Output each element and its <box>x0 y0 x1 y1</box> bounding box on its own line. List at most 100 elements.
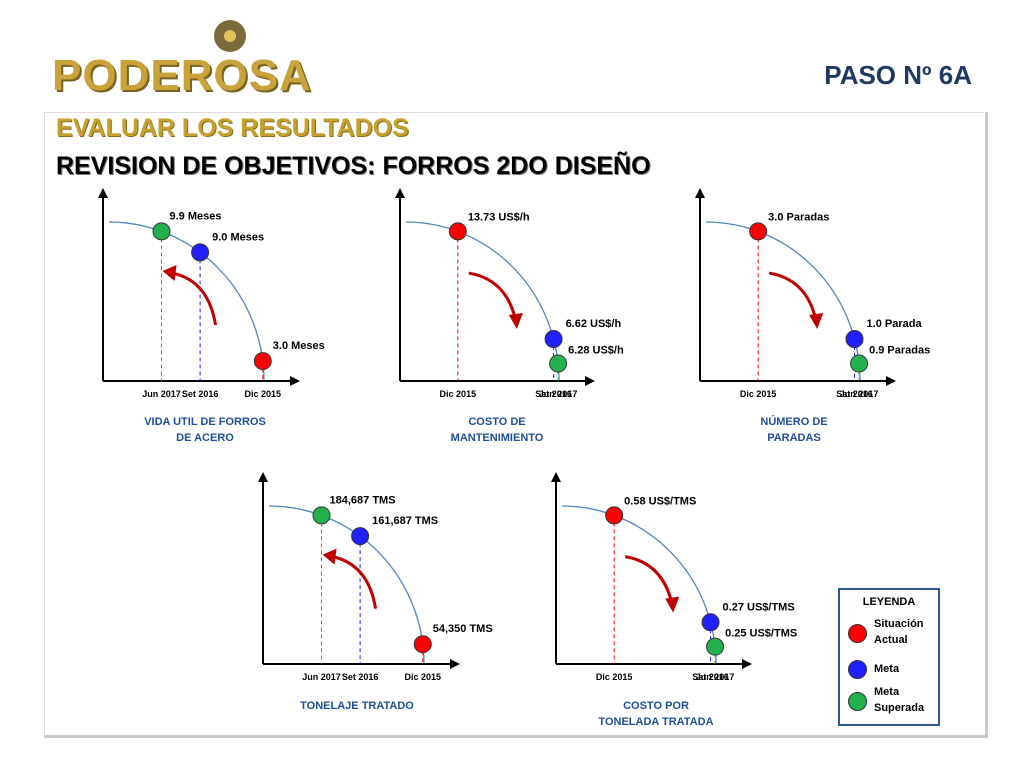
y-axis-arrow-icon <box>695 188 705 198</box>
data-point-superada <box>312 506 331 525</box>
x-tick-label: Dic 2015 <box>596 672 633 682</box>
x-axis-arrow-icon <box>886 376 896 386</box>
legend-item-meta: Meta <box>846 652 936 686</box>
x-tick-label: Set 2016 <box>692 672 729 682</box>
x-tick-label: Jun 2017 <box>539 389 578 399</box>
x-tick-label: Dic 2015 <box>405 672 442 682</box>
legend: LEYENDA Situación Actual Meta Meta Super… <box>838 588 940 726</box>
value-label: 184,687 TMS <box>330 494 396 506</box>
value-label: 6.28 US$/h <box>568 345 624 357</box>
data-point-meta <box>845 330 864 349</box>
trend-curve <box>705 221 861 382</box>
chart-title: COSTO POR <box>623 700 689 712</box>
chart-title: COSTO DE <box>468 416 525 428</box>
data-point-meta <box>701 613 720 632</box>
data-point-actual <box>253 352 272 371</box>
value-label: 0.9 Paradas <box>869 345 930 357</box>
data-point-meta <box>544 330 563 349</box>
value-label: 6.62 US$/h <box>566 318 622 330</box>
legend-title: LEYENDA <box>862 596 916 608</box>
x-tick-label: Dic 2015 <box>245 389 282 399</box>
y-axis-arrow-icon <box>395 188 405 198</box>
logo-emblem-icon <box>214 20 246 52</box>
poderosa-logo: PODEROSA <box>52 20 322 100</box>
chart-2: 13.73 US$/h Dic 2015 6.62 US$/h Set 2016 6.2… <box>395 188 624 444</box>
trend-curve <box>108 221 265 382</box>
chart-title: VIDA UTIL DE FORROS <box>144 416 266 428</box>
chart-1: 9.9 Meses Jun 2017 9.0 Meses Set 2016 3.0 Me… <box>98 188 325 444</box>
data-point-meta <box>351 527 370 546</box>
step-label: PASO Nº 6A <box>824 60 972 90</box>
x-tick-label: Set 2016 <box>836 389 873 399</box>
data-point-superada <box>152 222 171 241</box>
trend-curve <box>561 505 717 665</box>
data-point-actual <box>448 222 467 241</box>
legend-label-superada: Meta Superada <box>874 686 925 714</box>
x-tick-label: Dic 2015 <box>440 389 477 399</box>
trend-arrow <box>768 271 817 318</box>
y-axis-arrow-icon <box>258 472 268 482</box>
chart-title-line-2: TONELADA TRATADA <box>598 716 713 728</box>
value-label: 161,687 TMS <box>372 515 438 527</box>
value-label: 3.0 Meses <box>273 340 325 352</box>
trend-curve <box>405 221 560 382</box>
logo-text: PODEROSA <box>52 51 312 100</box>
chart-title-line-2: MANTENIMIENTO <box>451 432 544 444</box>
content-panel <box>44 112 988 738</box>
legend-dot-meta <box>848 660 867 679</box>
page-subtitle: REVISION DE OBJETIVOS: FORROS 2DO DISEÑO <box>56 152 651 180</box>
trend-arrow-head-icon <box>508 313 523 330</box>
x-tick-label: Set 2016 <box>342 672 379 682</box>
x-tick-label: Dic 2015 <box>740 389 777 399</box>
x-axis-arrow-icon <box>585 376 595 386</box>
data-point-meta <box>191 243 210 262</box>
x-axis-arrow-icon <box>742 659 752 669</box>
trend-arrow-head-icon <box>665 596 680 613</box>
chart-title: NÚMERO DE <box>760 415 827 428</box>
trend-arrow-head-icon <box>322 548 337 565</box>
legend-label-meta: Meta <box>874 663 900 675</box>
value-label: 13.73 US$/h <box>468 211 530 223</box>
trend-arrow-head-icon <box>809 313 824 330</box>
x-tick-label: Set 2016 <box>182 389 219 399</box>
trend-arrow <box>468 271 517 318</box>
x-tick-label: Jun 2017 <box>142 389 181 399</box>
data-point-superada <box>549 354 568 373</box>
legend-label-actual: Situación Actual <box>874 618 924 646</box>
chart-title-line-2: DE ACERO <box>176 432 234 444</box>
x-tick-label: Set 2016 <box>535 389 572 399</box>
value-label: 0.27 US$/TMS <box>723 601 795 613</box>
x-tick-label: Jun 2017 <box>696 672 735 682</box>
trend-arrow <box>172 271 218 326</box>
value-label: 0.25 US$/TMS <box>725 628 797 640</box>
chart-4: 184,687 TMS Jun 2017 161,687 TMS Set 2016 54… <box>258 472 493 712</box>
chart-title: TONELAJE TRATADO <box>300 700 414 712</box>
y-axis-arrow-icon <box>551 472 561 482</box>
chart-title-line-2: PARADAS <box>767 432 821 444</box>
value-label: 1.0 Parada <box>867 318 923 330</box>
trend-arrow-head-icon <box>162 265 177 282</box>
chart-5: 0.58 US$/TMS Dic 2015 0.27 US$/TMS Set 2016… <box>551 472 797 728</box>
chart-3: 3.0 Paradas Dic 2015 1.0 Parada Set 2016 0.9… <box>695 188 930 444</box>
value-label: 9.0 Meses <box>212 231 264 243</box>
legend-dot-superada <box>848 692 867 711</box>
value-label: 9.9 Meses <box>170 210 222 222</box>
trend-arrow <box>624 555 673 601</box>
data-point-actual <box>605 506 624 525</box>
data-point-superada <box>706 637 725 656</box>
legend-dot-actual <box>848 624 867 643</box>
value-label: 0.58 US$/TMS <box>624 495 696 507</box>
x-tick-label: Jun 2017 <box>302 672 341 682</box>
legend-item-actual: Situación Actual <box>846 616 936 650</box>
value-label: 54,350 TMS <box>433 623 493 635</box>
x-axis-arrow-icon <box>450 659 460 669</box>
page-title: EVALUAR LOS RESULTADOS <box>56 114 409 142</box>
trend-curve <box>268 505 425 665</box>
data-point-actual <box>413 635 432 654</box>
value-label: 3.0 Paradas <box>768 211 829 223</box>
legend-item-superada: Meta Superada <box>846 684 936 718</box>
x-tick-label: Jun 2017 <box>840 389 879 399</box>
data-point-superada <box>850 354 869 373</box>
data-point-actual <box>749 222 768 241</box>
